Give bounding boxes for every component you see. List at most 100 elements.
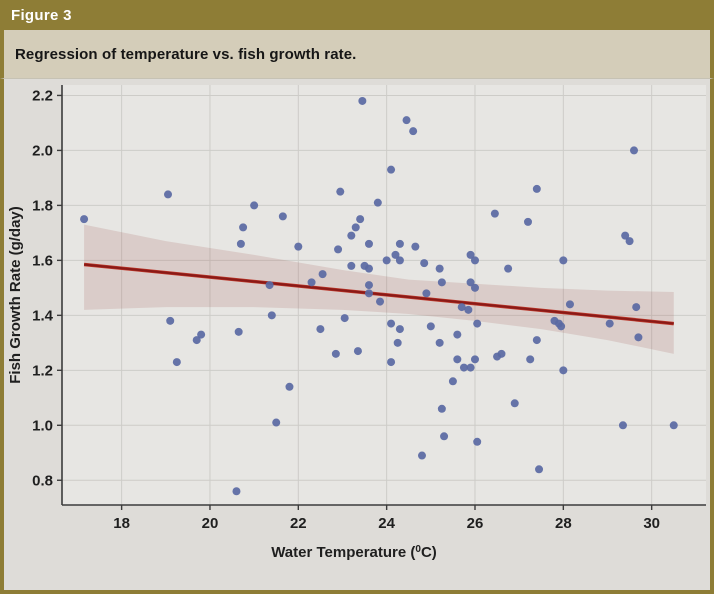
data-point — [453, 355, 462, 364]
data-point — [391, 250, 400, 259]
data-point — [395, 325, 404, 334]
y-tick-label: 1.6 — [32, 252, 53, 269]
data-point — [239, 223, 248, 232]
data-point — [364, 289, 373, 298]
data-point — [334, 245, 343, 254]
data-point — [435, 338, 444, 347]
data-point — [234, 327, 243, 336]
data-point — [565, 300, 574, 309]
x-tick-label: 18 — [113, 515, 130, 532]
data-point — [420, 259, 429, 268]
data-point — [318, 270, 327, 279]
data-point — [172, 358, 181, 367]
data-point — [387, 358, 396, 367]
data-point — [466, 278, 475, 287]
data-point — [437, 278, 446, 287]
data-point — [250, 201, 259, 210]
data-point — [625, 237, 634, 246]
data-point — [473, 437, 482, 446]
data-point — [440, 432, 449, 441]
data-point — [510, 399, 519, 408]
data-point — [307, 278, 316, 287]
y-tick-label: 1.8 — [32, 197, 53, 214]
data-point — [669, 421, 678, 430]
data-point — [236, 239, 245, 248]
data-point — [457, 303, 466, 312]
data-point — [448, 377, 457, 386]
data-point — [356, 215, 365, 224]
data-point — [490, 209, 499, 218]
confidence-band — [84, 224, 674, 354]
x-axis-title: Water Temperature (0C) — [271, 544, 437, 562]
y-axis-title: Fish Growth Rate (g/day) — [7, 206, 24, 384]
data-point — [411, 242, 420, 251]
data-point — [532, 184, 541, 193]
data-point — [364, 264, 373, 273]
data-point — [331, 349, 340, 358]
data-point — [464, 305, 473, 314]
y-tick-label: 1.4 — [32, 307, 54, 324]
data-point — [630, 146, 639, 155]
figure-header-bar: Figure 3 — [0, 0, 714, 30]
data-point — [504, 264, 513, 273]
data-point — [285, 382, 294, 391]
data-point — [634, 333, 643, 342]
data-point — [470, 283, 479, 292]
y-tick-label: 1.2 — [32, 362, 53, 379]
regression-line — [83, 263, 674, 325]
data-point — [621, 231, 630, 240]
data-point — [382, 256, 391, 265]
data-point — [466, 250, 475, 259]
data-point — [409, 127, 418, 136]
data-point — [497, 349, 506, 358]
data-point — [347, 231, 356, 240]
data-point — [192, 336, 201, 345]
data-point — [336, 187, 345, 196]
figure-caption-text: Regression of temperature vs. fish growt… — [15, 45, 357, 63]
x-tick-label: 28 — [555, 515, 572, 532]
data-point — [559, 366, 568, 375]
data-point — [353, 347, 362, 356]
y-tick-label: 0.8 — [32, 472, 53, 489]
data-point — [426, 322, 435, 331]
data-point — [559, 256, 568, 265]
y-tick-label: 2.2 — [32, 87, 53, 104]
y-tick-label: 2.0 — [32, 142, 53, 159]
data-point — [387, 165, 396, 174]
data-point — [523, 217, 532, 226]
data-point — [453, 330, 462, 339]
data-point — [393, 338, 402, 347]
data-point — [526, 355, 535, 364]
data-point — [164, 190, 173, 199]
data-point — [351, 223, 360, 232]
data-point — [340, 314, 349, 323]
data-point — [395, 256, 404, 265]
data-point — [267, 311, 276, 320]
data-point — [166, 316, 175, 325]
data-point — [376, 297, 385, 306]
data-point — [437, 404, 446, 413]
data-point — [278, 212, 287, 221]
data-point — [272, 418, 281, 427]
data-point — [197, 330, 206, 339]
data-point — [265, 281, 274, 290]
data-point — [470, 256, 479, 265]
x-tick-label: 24 — [378, 515, 395, 532]
x-tick-label: 26 — [467, 515, 484, 532]
x-tick-label: 20 — [202, 515, 219, 532]
data-point — [459, 363, 468, 372]
data-point — [316, 325, 325, 334]
data-point — [422, 289, 431, 298]
data-point — [532, 336, 541, 345]
data-point — [364, 239, 373, 248]
data-point — [417, 451, 426, 460]
data-point — [347, 261, 356, 270]
data-point — [402, 116, 411, 125]
chart-panel: 18 20 22 24 26 28 30 0.8 1.0 1.2 1.4 1.6 1.8 2.0 2.2 Wa… — [0, 78, 714, 594]
data-point — [618, 421, 627, 430]
data-point — [535, 465, 544, 474]
data-point — [373, 198, 382, 207]
data-point — [232, 487, 241, 496]
scatter-plot: 18 20 22 24 26 28 30 0.8 1.0 1.2 1.4 1.6 1.8 2.0 2.2 Wa… — [4, 79, 710, 590]
